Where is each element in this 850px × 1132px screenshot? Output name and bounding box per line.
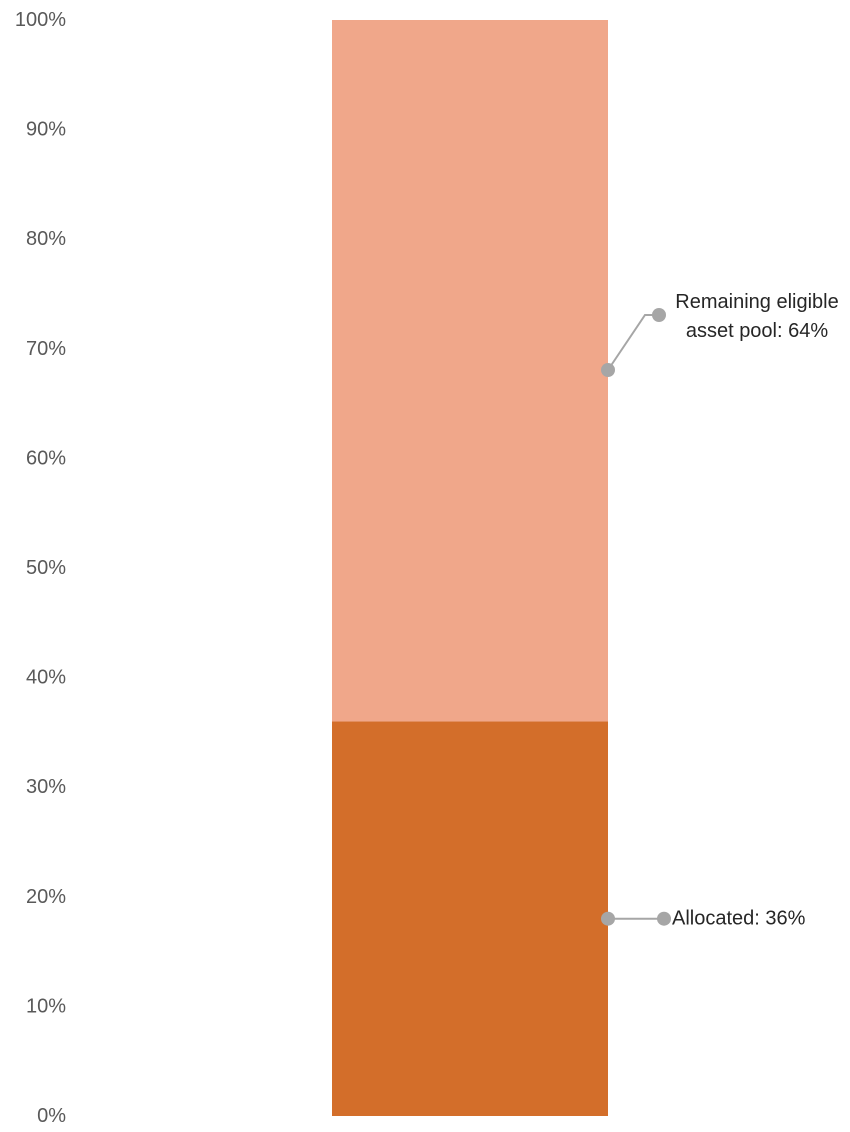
data-label-callouts: Allocated: 36% Remaining eligible asset po… bbox=[601, 291, 839, 930]
gridlines bbox=[88, 19, 332, 1117]
callout-leader-remaining bbox=[607, 314, 659, 371]
y-tick-label: 100% bbox=[15, 9, 66, 31]
y-axis-tick-labels: 0% 10% 20% 30% 40% 50% 60% 70% 80% 90% 100% bbox=[15, 9, 66, 1127]
y-tick-label: 20% bbox=[26, 886, 66, 908]
y-tick-label: 70% bbox=[26, 338, 66, 360]
bar-segment-remaining bbox=[332, 20, 608, 722]
data-label-remaining-line: asset pool: 64% bbox=[686, 320, 829, 342]
y-tick-label: 0% bbox=[37, 1105, 66, 1127]
y-tick-label: 40% bbox=[26, 667, 66, 689]
y-tick-label: 80% bbox=[26, 228, 66, 250]
callout-dot-remaining-end bbox=[652, 308, 666, 322]
bar-segment-allocated bbox=[332, 721, 608, 1116]
y-tick-label: 10% bbox=[26, 995, 66, 1017]
callout-dot-allocated-start bbox=[601, 911, 615, 926]
y-tick-label: 50% bbox=[26, 557, 66, 579]
y-tick-label: 30% bbox=[26, 776, 66, 798]
y-tick-label: 60% bbox=[26, 447, 66, 469]
bar-segments bbox=[332, 20, 608, 1116]
data-label-remaining-line: Remaining eligible bbox=[675, 291, 838, 313]
callout-dot-remaining-start bbox=[601, 363, 615, 377]
callout-dot-allocated-end bbox=[657, 911, 671, 926]
data-label-allocated: Allocated: 36% bbox=[672, 908, 806, 930]
y-tick-label: 90% bbox=[26, 119, 66, 141]
